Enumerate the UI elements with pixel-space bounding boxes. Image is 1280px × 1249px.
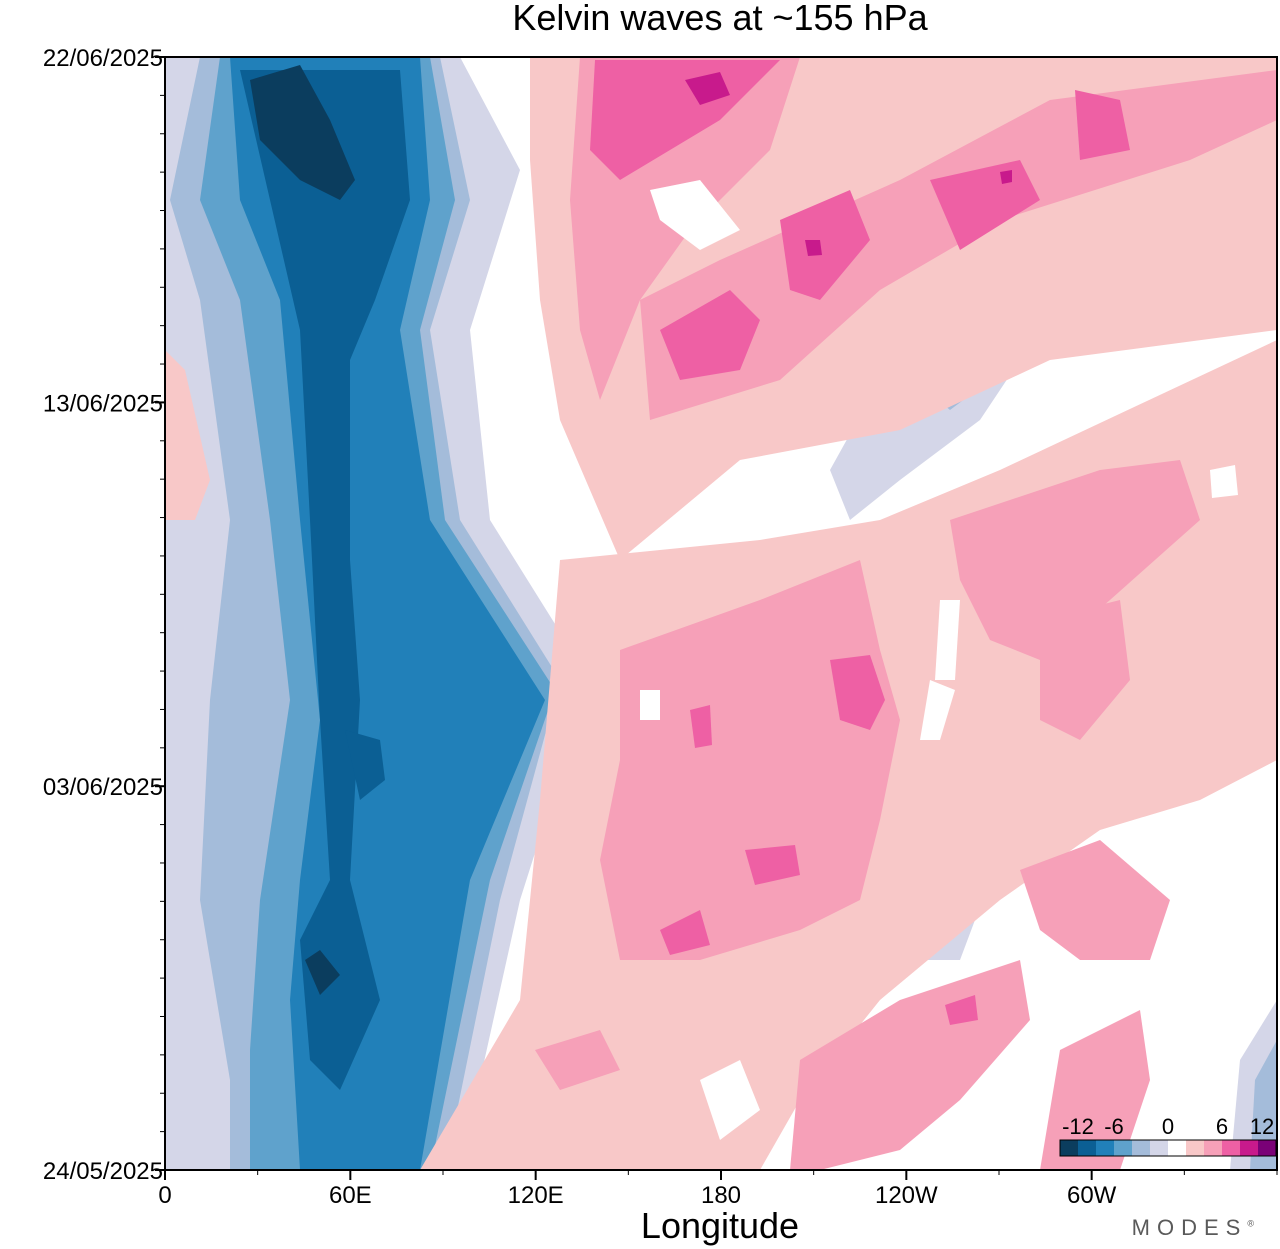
contour-gap [920, 680, 955, 740]
colorbar-swatch [1114, 1140, 1133, 1156]
x-tick-label: 180 [701, 1182, 741, 1209]
contour-region [780, 190, 870, 300]
y-tick-label: 24/05/2025 [43, 1158, 163, 1185]
contour-region [250, 65, 355, 200]
x-axis-label: Longitude [641, 1205, 799, 1246]
contour-region [240, 70, 410, 1090]
colorbar-swatch [1222, 1140, 1241, 1156]
x-tick-label: 120W [875, 1182, 938, 1209]
contour-region [1040, 600, 1130, 740]
contour-region [640, 70, 1277, 420]
contour-region [1040, 1010, 1150, 1170]
contour-gap [1040, 428, 1062, 442]
colorbar-label: -12 [1062, 1114, 1094, 1139]
plot-area [165, 57, 1277, 1170]
colorbar-frame [1059, 1139, 1277, 1157]
contour-region [165, 350, 210, 520]
x-tick-label: 0 [158, 1182, 171, 1209]
contour-region [1000, 170, 1012, 184]
contour-region [1075, 90, 1130, 160]
colorbar-label: 12 [1250, 1114, 1274, 1139]
modes-logo: MODES® [1131, 1215, 1254, 1240]
contour-region [685, 72, 730, 105]
colorbar-swatch [1204, 1140, 1223, 1156]
brand-text: MODES [1131, 1215, 1248, 1240]
contour-region [1020, 840, 1170, 960]
colorbar-swatch [1060, 1140, 1079, 1156]
anomaly-field [165, 57, 1277, 1170]
x-tick-label: 120E [508, 1182, 564, 1209]
x-tick-label: 60W [1067, 1182, 1117, 1209]
colorbar-swatch [1186, 1140, 1205, 1156]
colorbar: -12 -6 0 6 12 [1059, 1114, 1277, 1157]
contour-region [660, 910, 710, 955]
contour-gap [650, 180, 740, 250]
colorbar-label: 6 [1216, 1114, 1228, 1139]
contour-gap [935, 600, 960, 680]
colorbar-swatch [1132, 1140, 1151, 1156]
colorbar-swatch [1168, 1140, 1187, 1156]
contour-region [945, 995, 978, 1025]
contour-gap [1210, 465, 1238, 498]
contour-region [535, 1030, 620, 1090]
y-tick-label: 13/06/2025 [43, 390, 163, 417]
colorbar-label: -6 [1104, 1114, 1124, 1139]
x-axis: 0 60E 120E 180 120W 60W [158, 1170, 1278, 1209]
contour-region [305, 950, 340, 995]
y-tick-label: 03/06/2025 [43, 774, 163, 801]
x-tick-label: 60E [329, 1182, 372, 1209]
y-axis: 22/06/2025 13/06/2025 03/06/2025 24/05/2025 [43, 45, 165, 1185]
contour-region [660, 290, 760, 380]
contour-region [950, 460, 1200, 660]
contour-region [805, 240, 822, 256]
colorbar-swatch [1150, 1140, 1169, 1156]
contour-region [345, 730, 385, 800]
colorbar-swatch [1240, 1140, 1259, 1156]
contour-region [745, 845, 800, 885]
contour-region [590, 60, 780, 180]
y-tick-label: 22/06/2025 [43, 45, 163, 72]
contour-region [930, 160, 1040, 250]
contour-region [1250, 1040, 1277, 1170]
colorbar-swatch [1258, 1140, 1277, 1156]
colorbar-swatch [1078, 1140, 1097, 1156]
colorbar-label: 0 [1162, 1114, 1174, 1139]
colorbar-swatch [1096, 1140, 1115, 1156]
contour-region [830, 655, 885, 730]
contour-region [690, 705, 712, 748]
chart-title: Kelvin waves at ~155 hPa [512, 0, 928, 38]
contour-gap [700, 1060, 760, 1140]
contour-region [600, 560, 900, 960]
contour-gap [640, 690, 660, 720]
